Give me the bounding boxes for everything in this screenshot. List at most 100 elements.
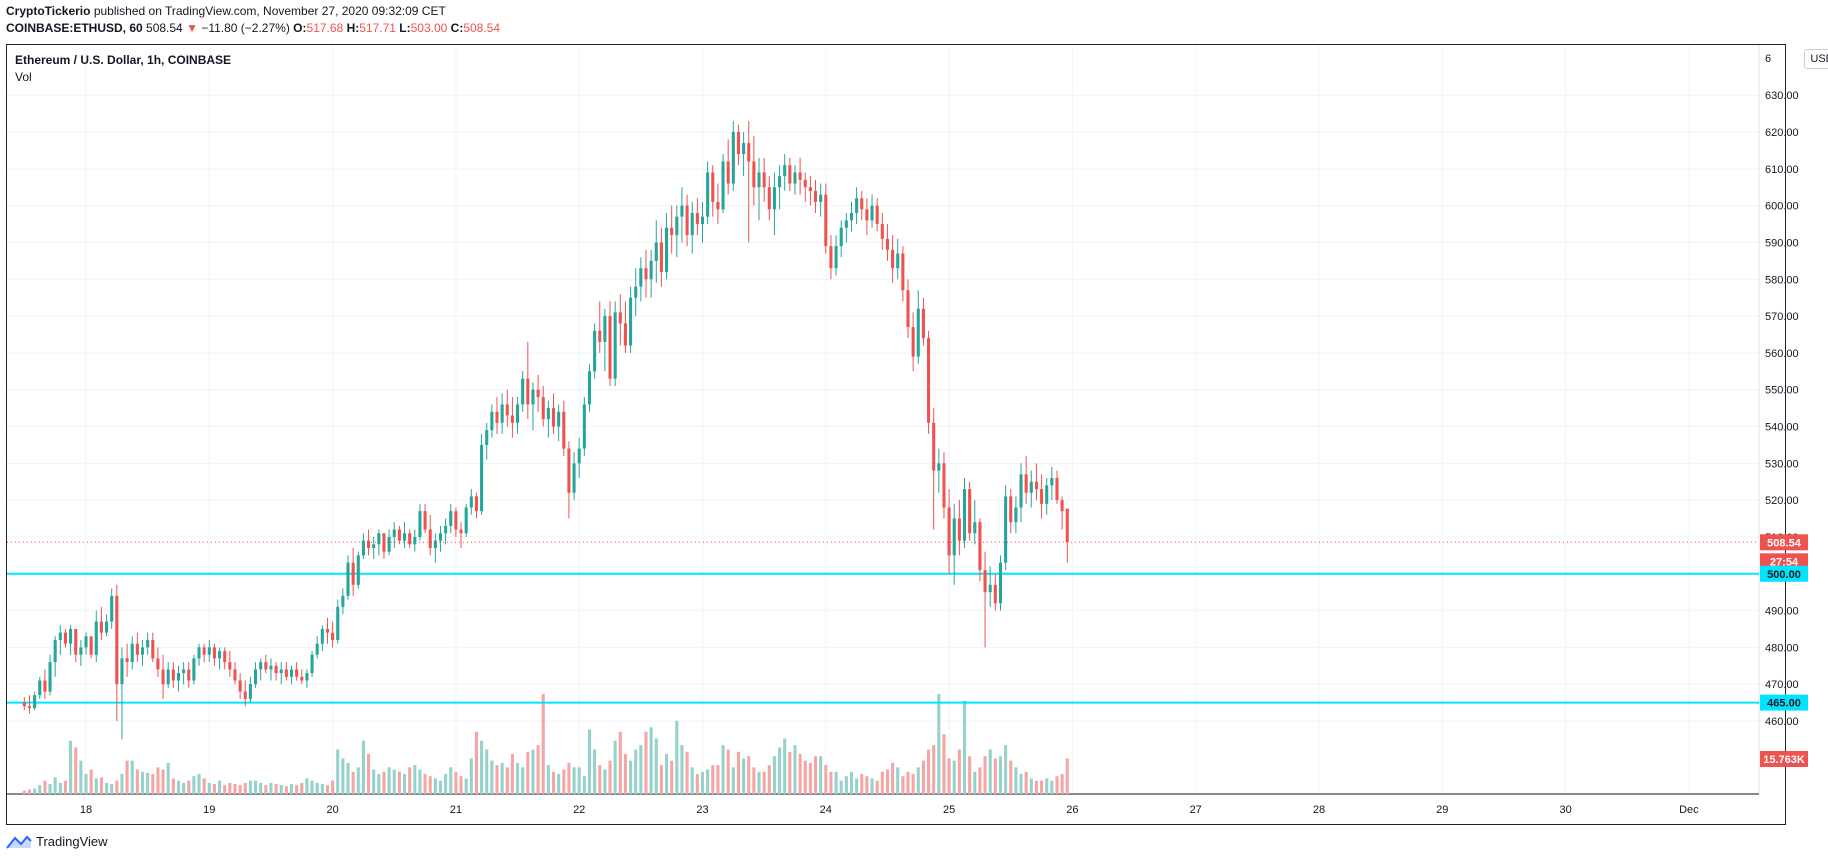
candle-body[interactable] — [382, 533, 386, 552]
candle-body[interactable] — [336, 606, 340, 641]
candle-body[interactable] — [459, 529, 463, 534]
candle-body[interactable] — [212, 647, 216, 659]
candle-body[interactable] — [418, 511, 422, 537]
candle-body[interactable] — [546, 408, 550, 420]
candle-body[interactable] — [1004, 496, 1008, 563]
candle-body[interactable] — [942, 463, 946, 508]
candle-body[interactable] — [793, 172, 797, 184]
candle-body[interactable] — [659, 242, 663, 272]
candle-body[interactable] — [269, 665, 273, 670]
candle-body[interactable] — [536, 389, 540, 398]
candle-body[interactable] — [218, 651, 222, 659]
candle-body[interactable] — [885, 238, 889, 250]
candle-body[interactable] — [238, 680, 242, 692]
candle-body[interactable] — [110, 595, 114, 622]
candle-body[interactable] — [248, 684, 252, 699]
candle-body[interactable] — [865, 209, 869, 221]
candle-body[interactable] — [69, 628, 73, 644]
candle-body[interactable] — [695, 212, 699, 225]
candle-body[interactable] — [973, 522, 977, 534]
candle-body[interactable] — [197, 647, 201, 659]
candle-body[interactable] — [27, 706, 32, 709]
candle-body[interactable] — [1019, 474, 1023, 508]
candle-body[interactable] — [346, 562, 350, 596]
candle-body[interactable] — [803, 179, 807, 188]
candle-body[interactable] — [233, 669, 237, 681]
candle-body[interactable] — [700, 216, 705, 225]
candle-body[interactable] — [207, 647, 211, 655]
candle-body[interactable] — [305, 673, 309, 681]
candle-body[interactable] — [808, 187, 812, 191]
candle-body[interactable] — [223, 651, 227, 663]
candle-body[interactable] — [1040, 489, 1044, 504]
candle-body[interactable] — [79, 647, 83, 655]
candle-body[interactable] — [582, 404, 586, 449]
candle-body[interactable] — [156, 658, 160, 670]
candle-body[interactable] — [572, 463, 576, 493]
candle-body[interactable] — [788, 165, 792, 184]
candle-body[interactable] — [952, 518, 956, 556]
candle-body[interactable] — [490, 411, 494, 431]
candle-body[interactable] — [562, 411, 566, 449]
candle-body[interactable] — [896, 253, 900, 269]
candle-body[interactable] — [747, 143, 751, 162]
candle-body[interactable] — [927, 338, 931, 423]
candle-body[interactable] — [690, 212, 694, 236]
candle-body[interactable] — [664, 227, 669, 272]
candle-body[interactable] — [53, 640, 57, 663]
candle-body[interactable] — [449, 511, 453, 526]
candle-body[interactable] — [469, 496, 473, 508]
candle-body[interactable] — [906, 290, 910, 328]
candle-body[interactable] — [824, 194, 828, 247]
candle-body[interactable] — [289, 669, 294, 677]
candle-body[interactable] — [608, 316, 612, 379]
candle-body[interactable] — [613, 312, 617, 379]
candle-body[interactable] — [880, 224, 884, 239]
candle-body[interactable] — [685, 205, 689, 236]
candle-body[interactable] — [367, 540, 371, 548]
candle-body[interactable] — [444, 525, 448, 534]
candle-body[interactable] — [587, 371, 592, 405]
candle-body[interactable] — [284, 669, 288, 677]
candle-body[interactable] — [351, 562, 355, 585]
candle-body[interactable] — [474, 496, 478, 512]
candle-body[interactable] — [120, 658, 124, 685]
candle-body[interactable] — [901, 253, 905, 291]
candle-body[interactable] — [438, 533, 443, 541]
candle-body[interactable] — [274, 665, 278, 674]
candle-body[interactable] — [182, 669, 186, 674]
candle-body[interactable] — [310, 654, 314, 674]
candle-body[interactable] — [911, 327, 915, 357]
candle-body[interactable] — [413, 536, 417, 545]
candle-body[interactable] — [1045, 485, 1049, 504]
candle-body[interactable] — [813, 190, 818, 202]
candle-body[interactable] — [392, 529, 396, 537]
candle-body[interactable] — [99, 621, 103, 633]
candle-body[interactable] — [300, 676, 304, 681]
candle-body[interactable] — [43, 680, 47, 692]
candle-body[interactable] — [372, 544, 376, 548]
candle-body[interactable] — [567, 448, 571, 493]
candle-body[interactable] — [264, 662, 268, 670]
candle-body[interactable] — [510, 415, 514, 423]
candle-body[interactable] — [192, 658, 196, 681]
candle-body[interactable] — [767, 187, 771, 210]
candle-body[interactable] — [161, 669, 165, 685]
candle-body[interactable] — [957, 518, 961, 541]
candle-body[interactable] — [829, 246, 833, 269]
candle-body[interactable] — [423, 511, 427, 530]
candle-body[interactable] — [176, 673, 181, 681]
footer-brand[interactable]: TradingView — [6, 834, 108, 849]
candle-body[interactable] — [654, 242, 658, 261]
candle-body[interactable] — [916, 308, 920, 357]
candle-body[interactable] — [187, 669, 191, 681]
candle-body[interactable] — [402, 533, 407, 541]
candle-body[interactable] — [593, 330, 597, 372]
candle-body[interactable] — [711, 172, 715, 202]
candle-body[interactable] — [870, 205, 874, 221]
candle-body[interactable] — [778, 176, 782, 188]
candle-body[interactable] — [433, 540, 437, 548]
candle-body[interactable] — [1014, 507, 1018, 523]
candle-body[interactable] — [731, 132, 735, 184]
candle-body[interactable] — [921, 308, 925, 339]
